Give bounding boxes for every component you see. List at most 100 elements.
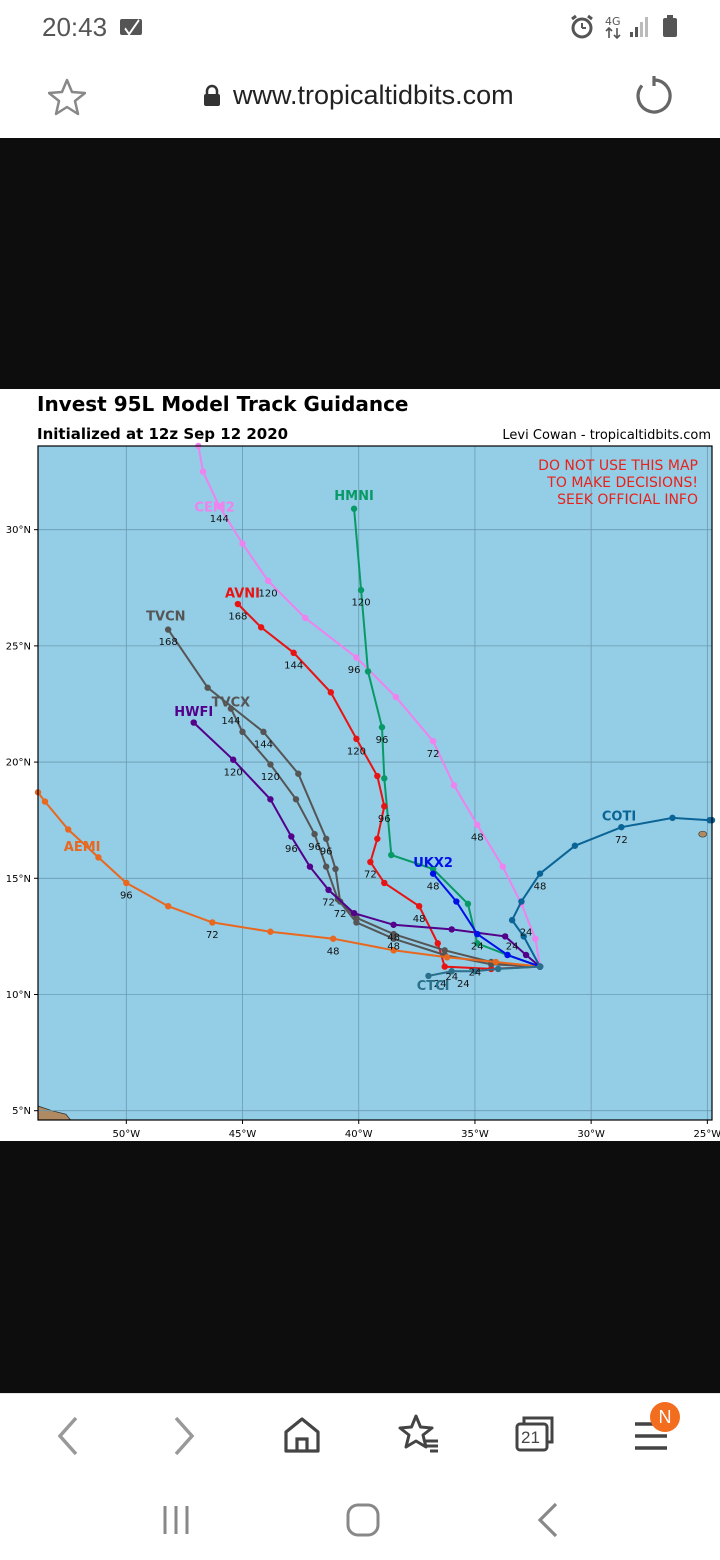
forecast-hour-label-ctci: 24 — [471, 942, 484, 953]
track-point-tvcx — [311, 830, 318, 838]
model-label-tvcx: TVCX — [212, 696, 251, 711]
track-point-hwfi — [230, 756, 237, 763]
model-label-ukx2: UKX2 — [413, 856, 453, 871]
forecast-hour-label-tvcn: 96 — [320, 846, 333, 857]
network-label: 4G — [605, 15, 621, 28]
forecast-hour-label-aemi: 48 — [327, 946, 340, 957]
forecast-hour-label-cem2: 48 — [471, 832, 484, 843]
track-point-coti — [520, 933, 527, 940]
track-point-aemi — [443, 954, 451, 961]
track-point-aemi — [267, 928, 274, 935]
track-point-tvcx — [267, 761, 274, 768]
alarm-icon — [571, 14, 593, 39]
track-point-tvcx — [292, 796, 300, 803]
track-point-hmni — [378, 724, 386, 731]
track-point-aemi — [390, 947, 397, 954]
plot-frame — [37, 445, 713, 1121]
figure-svg: Invest 95L Model Track Guidance Initiali… — [6, 392, 720, 1140]
track-point-tvcn — [204, 684, 211, 691]
tabs-count: 21 — [521, 1428, 540, 1447]
track-point-cem2 — [499, 863, 507, 870]
track-point-hmni — [464, 900, 472, 908]
track-point-hmni — [357, 586, 365, 594]
y-tick-label: 25°N — [6, 641, 31, 652]
track-point-aemi — [41, 798, 49, 805]
track-point-ctci — [494, 965, 502, 973]
track-line-coti — [510, 816, 712, 968]
track-point-avni — [381, 879, 388, 887]
forecast-hour-label-avni: 168 — [228, 612, 247, 623]
home-nav-icon[interactable] — [344, 1502, 382, 1538]
model-label-ctci: CTCI — [417, 979, 450, 994]
track-point-hwfi — [306, 863, 314, 870]
recents-icon[interactable] — [160, 1502, 192, 1538]
tabs-icon[interactable] — [514, 1414, 556, 1454]
track-point-avni — [434, 940, 441, 947]
forecast-hour-label-hwfi: 72 — [322, 898, 335, 909]
track-point-cem2 — [353, 654, 360, 661]
figure-title: Invest 95L Model Track Guidance — [37, 392, 409, 416]
track-point-coti — [669, 814, 676, 822]
x-tick-label: 35°W — [461, 1129, 489, 1140]
track-point-avni — [374, 772, 381, 780]
mail-icon — [120, 19, 142, 35]
track-point-avni — [381, 803, 388, 810]
url-text[interactable]: www.tropicaltidbits.com — [233, 80, 514, 110]
forecast-hour-label-avni: 144 — [284, 660, 303, 671]
track-point-tvcx — [353, 919, 360, 926]
forecast-hour-label-tvcn: 72 — [334, 909, 347, 920]
track-point-hwfi — [288, 833, 295, 840]
network-type-icon: 4G — [605, 15, 621, 40]
track-point-tvcn — [295, 770, 302, 777]
signal-icon — [630, 17, 648, 37]
track-point-tvcn — [332, 865, 339, 873]
letterbox-bottom — [0, 1141, 720, 1393]
forecast-hour-label-ctci: 24 — [445, 972, 458, 983]
track-point-tvcx — [322, 863, 330, 870]
forward-icon[interactable] — [168, 1414, 200, 1458]
track-point-tvcn — [390, 930, 397, 938]
track-point-tvcx — [227, 705, 235, 712]
forecast-hour-label-ctci: 24 — [469, 967, 482, 978]
track-point-hwfi — [267, 796, 274, 803]
figure-subtitle: Initialized at 12z Sep 12 2020 — [37, 425, 288, 443]
track-point-tvcn — [164, 626, 172, 633]
land-cape-verde — [698, 830, 708, 838]
forecast-hour-label-tvcn: 144 — [254, 739, 273, 750]
warning-text: DO NOT USE THIS MAP — [538, 458, 698, 474]
status-bar: 20:43 4G — [0, 0, 720, 56]
track-point-avni — [367, 858, 374, 866]
land-south-america — [38, 1105, 72, 1120]
track-point-aemi — [65, 826, 72, 833]
back-nav-icon[interactable] — [534, 1500, 562, 1540]
forecast-hour-label-ctci: 24 — [506, 942, 519, 953]
track-point-cem2 — [450, 782, 458, 789]
y-tick-label: 20°N — [6, 758, 31, 769]
reload-icon[interactable] — [634, 76, 674, 116]
bookmark-star-icon[interactable] — [48, 78, 86, 116]
track-line-tvcx — [230, 708, 541, 968]
track-point-hwfi — [448, 926, 455, 933]
track-point-aemi — [329, 935, 337, 942]
track-point-hwfi — [501, 933, 509, 940]
home-icon[interactable] — [282, 1415, 322, 1455]
track-point-cem2 — [199, 468, 207, 475]
bookmarks-icon[interactable] — [398, 1414, 440, 1454]
track-point-avni — [257, 624, 265, 631]
forecast-hour-label-coti: 48 — [534, 881, 547, 892]
forecast-hour-label-hmni: 120 — [352, 598, 371, 609]
forecast-hour-label-cem2: 72 — [427, 749, 440, 760]
track-point-aemi — [123, 879, 130, 887]
track-point-hwfi — [325, 886, 332, 894]
back-icon[interactable] — [52, 1414, 84, 1458]
track-point-avni — [353, 735, 360, 743]
forecast-hour-label-avni: 96 — [378, 814, 391, 825]
track-line-hwfi — [193, 721, 541, 968]
track-point-avni — [327, 689, 335, 696]
forecast-hour-label-avni: 120 — [347, 746, 366, 757]
track-point-hmni — [381, 775, 388, 782]
figure-credit: Levi Cowan - tropicaltidbits.com — [502, 428, 711, 443]
x-tick-label: 45°W — [229, 1129, 257, 1140]
status-time: 20:43 — [42, 12, 108, 42]
track-point-cem2 — [239, 540, 246, 547]
